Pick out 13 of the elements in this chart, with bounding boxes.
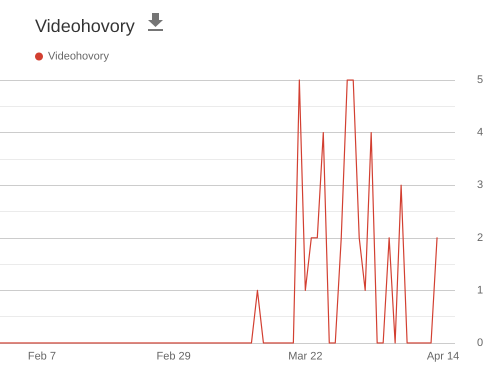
y-tick-label: 2 bbox=[477, 232, 484, 244]
x-tick-label: Feb 29 bbox=[156, 350, 191, 362]
y-tick-label: 5 bbox=[477, 74, 484, 86]
y-tick-label: 3 bbox=[477, 179, 484, 192]
legend-label: Videohovory bbox=[48, 50, 110, 62]
x-tick-label: Mar 22 bbox=[288, 350, 322, 362]
y-tick-label: 0 bbox=[477, 337, 484, 349]
y-tick-label: 4 bbox=[477, 126, 484, 139]
x-tick-label: Apr 14 bbox=[426, 350, 460, 362]
y-tick-label: 1 bbox=[477, 284, 484, 296]
line-series bbox=[0, 79, 438, 344]
chart-title: Videohovory bbox=[35, 16, 135, 36]
x-tick-label: Feb 7 bbox=[28, 350, 56, 362]
